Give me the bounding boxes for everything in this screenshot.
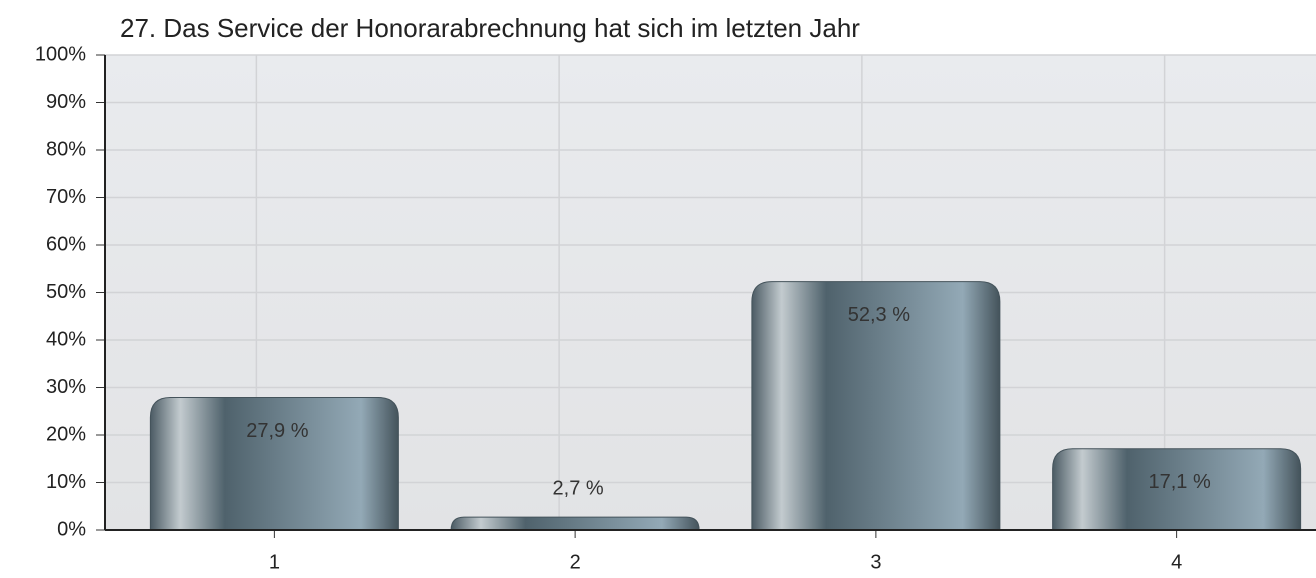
bar [1052, 448, 1302, 531]
bar [149, 396, 399, 531]
value-label: 52,3 % [848, 304, 910, 326]
x-tick-label: 1 [269, 551, 280, 573]
x-tick-label: 3 [870, 551, 881, 573]
y-tick-label: 30% [46, 376, 86, 398]
y-tick-label: 50% [46, 281, 86, 303]
y-tick-label: 10% [46, 471, 86, 493]
y-tick-label: 70% [46, 186, 86, 208]
value-label: 17,1 % [1148, 471, 1210, 493]
chart-title: 27. Das Service der Honorarabrechnung ha… [120, 13, 860, 43]
y-tick-label: 60% [46, 233, 86, 255]
y-tick-label: 90% [46, 91, 86, 113]
y-tick-label: 100% [35, 43, 86, 65]
y-tick-label: 40% [46, 328, 86, 350]
bar [751, 281, 1001, 531]
x-tick-label: 2 [570, 551, 581, 573]
value-label: 2,7 % [553, 477, 604, 499]
value-label: 27,9 % [246, 420, 308, 442]
y-tick-label: 80% [46, 138, 86, 160]
x-tick-label: 4 [1171, 551, 1182, 573]
y-tick-label: 0% [57, 518, 86, 540]
y-tick-label: 20% [46, 423, 86, 445]
bar [450, 516, 700, 531]
